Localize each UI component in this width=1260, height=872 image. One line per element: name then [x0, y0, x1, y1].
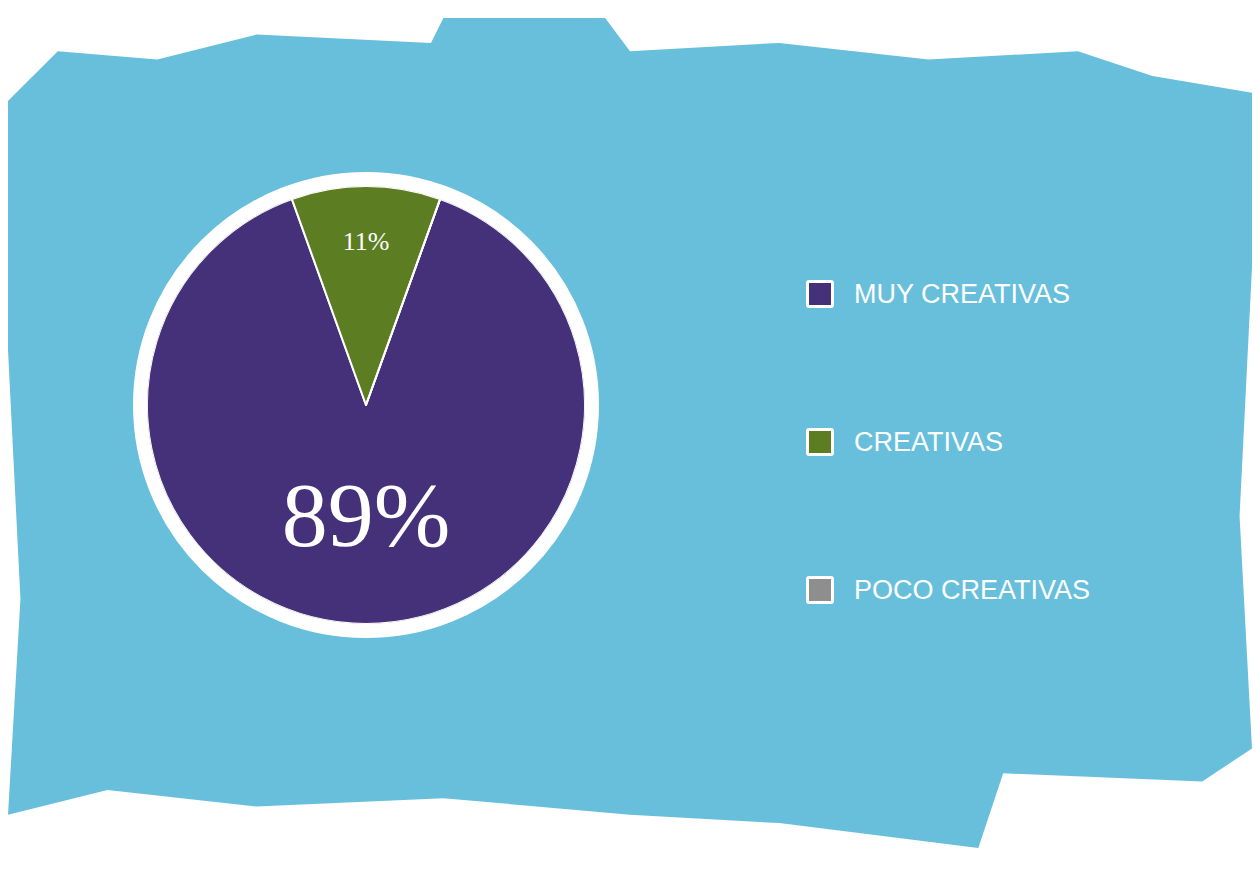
svg-text:89%: 89%: [282, 464, 451, 566]
html-text:CREATIVAS: CREATIVAS: [854, 426, 1003, 457]
html-text:MUY CREATIVAS: MUY CREATIVAS: [854, 278, 1070, 309]
html-text:POCO CREATIVAS: POCO CREATIVAS: [854, 574, 1090, 605]
svg-text:11%: 11%: [343, 227, 390, 256]
